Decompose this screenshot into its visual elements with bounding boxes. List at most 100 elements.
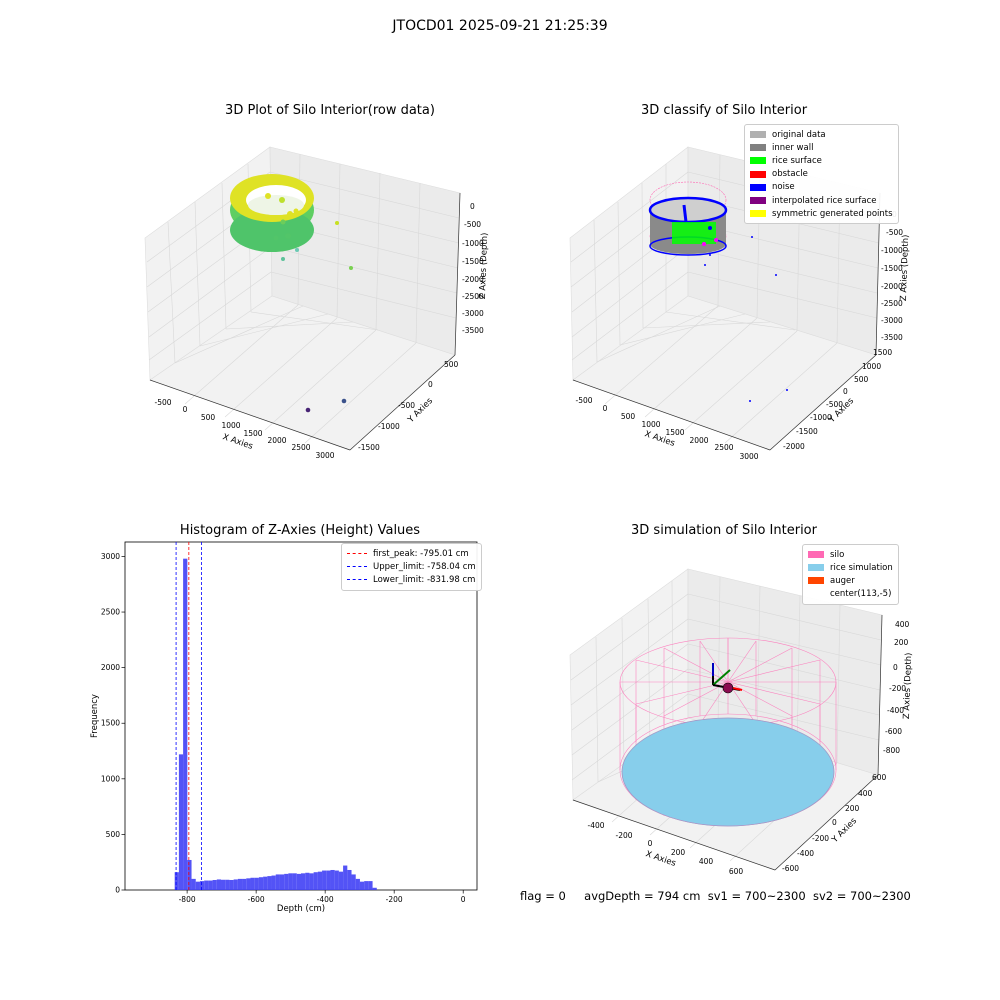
avg-depth-text: avgDepth = 794 cm [584,889,701,903]
simulation-legend: silo rice simulation auger center(113,-5… [802,544,899,605]
status-footer: flag = 0 avgDepth = 794 cm sv1 = 700~230… [520,889,911,903]
histogram-bar [288,873,293,890]
raw-ytick-3: -1000 [378,422,400,431]
cls-ytick-6: -1500 [796,427,818,436]
histogram-bar [237,878,243,890]
histogram-bar [343,865,348,890]
histogram-bar [330,869,335,890]
raw-x-ticks: -500 0 500 1000 1500 2000 2500 3000 [154,398,334,460]
raw-xtick-7: 3000 [315,451,334,460]
legend-item-rice-surface: rice surface [750,154,893,167]
histogram-bar [364,881,369,890]
histogram-bar [326,870,331,890]
simulation-z-ticks: 400 200 0 -200 -400 -600 -800 [883,620,910,755]
histogram-x-ticks: -800 -600 -400 -200 0 [179,890,466,904]
sim-xtick-4: 400 [699,857,714,866]
histogram-bar [250,877,255,890]
sv2-text: sv2 = 700~2300 [812,889,911,903]
histogram-xtick-label: -600 [248,895,265,904]
cls-xtick-5: 2000 [689,436,708,445]
cls-ytick-3: 0 [843,387,848,396]
sim-ztick-4: -400 [887,706,904,715]
sim-xtick-1: -200 [615,831,632,840]
raw-xtick-5: 2000 [267,436,286,445]
simulation-plot-title: 3D simulation of Silo Interior [631,523,817,538]
raw-ztick-5: -2500 [462,292,484,301]
cls-ztick-1: -500 [886,228,903,237]
histogram-bar [267,876,272,890]
cls-ztick-5: -2500 [881,299,903,308]
legend-item-first-peak: first_peak: -795.01 cm [347,547,476,560]
legend-swatch [750,210,766,218]
histogram-bar [368,881,373,890]
sim-ztick-6: -800 [883,746,900,755]
histogram-xtick-label: 0 [461,895,466,904]
cls-xtick-1: 0 [603,404,608,413]
cls-xtick-2: 500 [621,412,636,421]
sv1-text: sv1 = 700~2300 [707,889,806,903]
histogram-bar [263,876,268,890]
histogram-bar [254,877,259,890]
cls-xtick-7: 3000 [739,452,758,461]
raw-xtick-2: 500 [201,413,216,422]
histogram-bar [301,873,306,890]
sim-ztick-1: 200 [894,638,909,647]
histogram-bar [347,869,352,890]
legend-item-center: center(113,-5) [808,588,893,601]
histogram-bar [225,879,230,890]
legend-swatch [808,551,824,559]
raw-xtick-6: 2500 [291,443,310,452]
raw-xtick-1: 0 [183,405,188,414]
cls-ytick-2: 500 [854,375,869,384]
histogram-ytick-label: 2000 [101,663,120,672]
auger-and-axes-marker [712,663,743,694]
rice-simulation-surface [621,717,835,827]
histogram-bar [313,872,318,890]
classify-plot-title: 3D classify of Silo Interior [640,103,808,118]
histogram-bar [178,754,184,890]
cls-xtick-6: 2500 [714,443,733,452]
histogram-bar [279,874,285,890]
sim-ytick-1: 400 [858,789,873,798]
cls-ytick-4: -500 [826,400,843,409]
legend-item-silo: silo [808,548,893,561]
cls-xtick-0: -500 [575,396,592,405]
raw-ytick-4: -1500 [358,443,380,452]
classify-legend: original data inner wall rice surface ob… [744,124,899,225]
classify-zlabel: Z Axies (Depth) [899,234,911,301]
legend-item-interpolated-rice-surface: interpolated rice surface [750,194,893,207]
cls-ytick-1: 1000 [862,362,881,371]
legend-line [347,553,367,555]
histogram-title: Histogram of Z-Axies (Height) Values [179,523,421,538]
histogram-bar [258,877,264,890]
legend-line [347,566,367,568]
legend-item-lower-limit: Lower_limit: -831.98 cm [347,573,476,586]
histogram-xtick-label: -200 [386,895,403,904]
histogram-ytick-label: 500 [106,830,121,839]
histogram-bar [271,875,276,890]
cls-xtick-4: 1500 [665,428,684,437]
histogram-bar [351,874,356,890]
simulation-y-ticks: 600 400 200 0 -200 -400 -600 [782,773,887,873]
cls-ztick-7: -3500 [881,333,903,342]
legend-item-symmetric-generated-points: symmetric generated points [750,207,893,220]
legend-swatch [808,577,824,585]
histogram-bars [174,558,377,890]
histogram-ytick-label: 2500 [101,608,120,617]
sim-xtick-5: 600 [729,867,744,876]
sim-ztick-3: -200 [889,684,906,693]
histogram-ytick-label: 0 [115,886,120,895]
histogram-bar [305,872,310,890]
legend-item-obstacle: obstacle [750,168,893,181]
sim-ytick-2: 200 [845,804,860,813]
histogram-bar [322,870,327,890]
cls-xtick-3: 1000 [641,420,660,429]
sim-ztick-2: 0 [893,663,898,672]
raw-xtick-4: 1500 [243,429,262,438]
legend-swatch [750,131,766,139]
histogram-frame [124,541,478,891]
histogram-legend: first_peak: -795.01 cm Upper_limit: -758… [341,543,482,591]
histogram-bar [233,879,238,890]
histogram-bar [212,879,217,890]
cls-ytick-7: -2000 [783,442,805,451]
